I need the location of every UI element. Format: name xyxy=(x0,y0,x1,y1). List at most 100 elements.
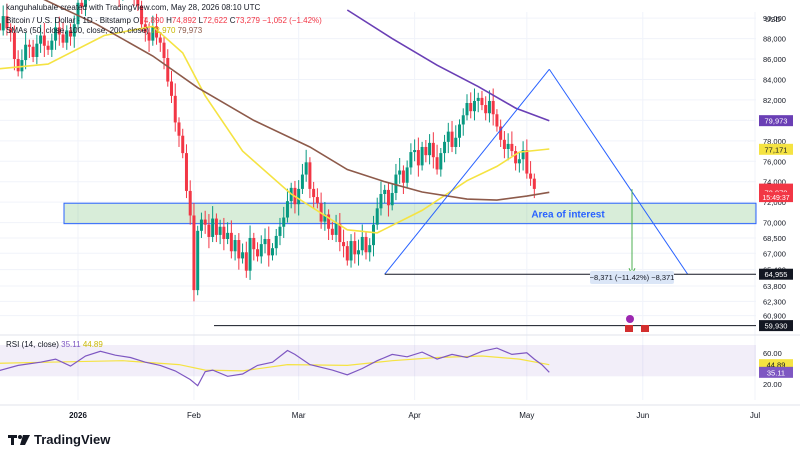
candle[interactable] xyxy=(458,119,462,147)
candle[interactable] xyxy=(263,228,267,254)
candle[interactable] xyxy=(439,147,443,177)
candle[interactable] xyxy=(65,25,69,50)
candle[interactable] xyxy=(495,109,499,132)
candle[interactable] xyxy=(237,233,241,270)
candle[interactable] xyxy=(31,39,35,63)
candle[interactable] xyxy=(416,137,420,177)
candle[interactable] xyxy=(1,5,5,36)
candle[interactable] xyxy=(431,132,435,169)
event-marker-icon[interactable] xyxy=(626,315,634,323)
candle[interactable] xyxy=(476,92,480,113)
candle[interactable] xyxy=(214,213,218,243)
candle[interactable] xyxy=(386,182,390,217)
triangle-right-leg[interactable] xyxy=(548,68,689,275)
candle[interactable] xyxy=(192,203,196,302)
candle[interactable] xyxy=(338,213,342,252)
candle[interactable] xyxy=(304,149,308,182)
candle[interactable] xyxy=(170,70,174,104)
candle[interactable] xyxy=(207,214,211,249)
candle[interactable] xyxy=(259,235,263,264)
candle[interactable] xyxy=(9,23,13,42)
candle[interactable] xyxy=(461,108,465,136)
candle[interactable] xyxy=(334,214,338,243)
candle[interactable] xyxy=(514,145,518,171)
candle[interactable] xyxy=(465,94,469,121)
candle[interactable] xyxy=(133,0,136,6)
candle[interactable] xyxy=(211,206,215,243)
candle[interactable] xyxy=(480,90,484,111)
candle[interactable] xyxy=(357,239,361,266)
candle[interactable] xyxy=(46,40,50,55)
candle[interactable] xyxy=(0,14,1,41)
candle[interactable] xyxy=(342,229,346,258)
candle[interactable] xyxy=(278,217,282,246)
candle[interactable] xyxy=(506,133,510,161)
candle[interactable] xyxy=(256,242,260,262)
candle[interactable] xyxy=(42,23,46,57)
candle[interactable] xyxy=(80,0,84,15)
candle[interactable] xyxy=(510,131,514,157)
candle[interactable] xyxy=(203,210,207,234)
candle[interactable] xyxy=(487,90,491,123)
candle[interactable] xyxy=(151,15,155,46)
candle[interactable] xyxy=(345,241,349,266)
candle[interactable] xyxy=(199,212,203,238)
candle[interactable] xyxy=(83,0,87,17)
candle[interactable] xyxy=(233,234,237,261)
candle[interactable] xyxy=(229,220,233,259)
candle[interactable] xyxy=(69,23,73,46)
candle[interactable] xyxy=(450,120,454,153)
candle[interactable] xyxy=(394,163,398,201)
candle[interactable] xyxy=(521,141,525,171)
candle[interactable] xyxy=(147,23,151,52)
candle[interactable] xyxy=(349,234,353,268)
candle[interactable] xyxy=(196,225,200,296)
candle[interactable] xyxy=(140,0,144,32)
candle[interactable] xyxy=(327,209,331,241)
candle[interactable] xyxy=(405,160,409,188)
candle[interactable] xyxy=(12,25,16,71)
candle[interactable] xyxy=(20,49,24,79)
candle[interactable] xyxy=(136,0,140,11)
candle[interactable] xyxy=(532,173,536,199)
candle[interactable] xyxy=(420,141,424,171)
candle[interactable] xyxy=(315,188,319,209)
candle[interactable] xyxy=(72,15,76,48)
triangle-left-leg[interactable] xyxy=(384,68,550,275)
candle[interactable] xyxy=(379,181,383,216)
candle[interactable] xyxy=(285,188,289,223)
candle[interactable] xyxy=(16,50,20,77)
candle[interactable] xyxy=(54,18,58,50)
candle[interactable] xyxy=(398,158,402,184)
candle[interactable] xyxy=(166,49,170,87)
area-of-interest-zone[interactable] xyxy=(63,202,757,225)
candle[interactable] xyxy=(409,143,413,175)
candle[interactable] xyxy=(353,232,357,264)
candle[interactable] xyxy=(184,144,188,199)
candle[interactable] xyxy=(50,33,54,57)
flag-us-icon[interactable] xyxy=(625,325,633,332)
candle[interactable] xyxy=(241,243,245,264)
candle[interactable] xyxy=(5,3,9,36)
candle[interactable] xyxy=(401,165,405,195)
candle[interactable] xyxy=(312,181,316,209)
candle[interactable] xyxy=(371,215,375,257)
candle[interactable] xyxy=(274,228,278,256)
candle[interactable] xyxy=(383,184,387,204)
candle[interactable] xyxy=(24,32,28,70)
candle[interactable] xyxy=(428,134,432,165)
candle[interactable] xyxy=(252,232,256,261)
candle[interactable] xyxy=(39,24,43,53)
candle[interactable] xyxy=(226,222,230,245)
candle[interactable] xyxy=(57,16,61,46)
candle[interactable] xyxy=(173,83,177,132)
candle[interactable] xyxy=(364,231,368,260)
candle[interactable] xyxy=(472,88,476,121)
candle[interactable] xyxy=(248,225,252,280)
candle[interactable] xyxy=(35,34,39,65)
candle[interactable] xyxy=(270,243,274,261)
candle[interactable] xyxy=(484,96,488,121)
candle[interactable] xyxy=(390,184,394,211)
candle[interactable] xyxy=(413,139,417,162)
